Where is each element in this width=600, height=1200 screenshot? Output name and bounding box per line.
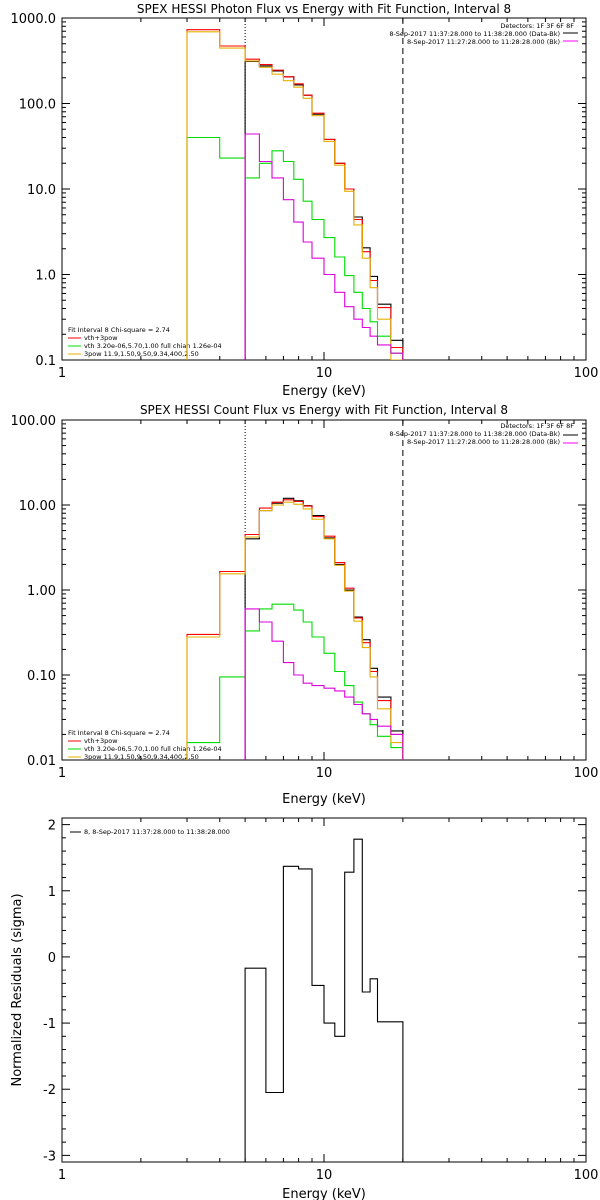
residuals-legend-label: 8, 8-Sep-2017 11:37:28.000 to 11:38:28.0… [84,828,230,836]
photon-flux-title: SPEX HESSI Photon Flux vs Energy with Fi… [137,2,511,16]
count-flux-legend-header: Detectors: 1F 3F 6F 8F [500,422,574,430]
photon-flux-legend-header: Detectors: 1F 3F 6F 8F [500,22,574,30]
y-tick-label: 0.1 [35,354,56,369]
residuals-panel: Energy (keV) Normalized Residuals (sigma… [10,817,599,1200]
photon-flux-fit-total-label: vth+3pow [84,334,118,342]
residuals-xlabel: Energy (keV) [282,1187,366,1200]
x-tick-label: 100 [574,366,599,381]
series-background [244,133,404,360]
photon-flux-xlabel: Energy (keV) [282,384,366,399]
count-flux-legend-data-label: 8-Sep-2017 11:37:28.000 to 11:38:28.000 … [389,430,560,438]
x-tick-label: 10 [316,366,333,381]
y-tick-label: 100.00 [11,414,57,429]
residuals-ylabel: Normalized Residuals (sigma) [10,893,25,1086]
y-tick-label: 10.00 [19,499,56,514]
x-tick-label: 10 [316,1168,333,1183]
y-tick-label: 1.0 [35,269,56,284]
y-tick-label: 1000.0 [11,12,57,27]
count-flux-fit-header: Fit Interval 8 Chi-square = 2.74 [68,729,170,737]
y-tick-label: 2 [48,819,56,834]
photon-flux-fit-header: Fit Interval 8 Chi-square = 2.74 [68,326,170,334]
series-total [186,499,404,760]
x-tick-label: 100 [574,1168,599,1183]
plot-frame [61,419,587,761]
series-data [244,497,404,760]
plot-frame [61,17,587,361]
y-tick-label: 10.0 [27,183,56,198]
photon-flux-fit-powerlaw-label: 3pow 11.9,1.50,9.50,9.34,400,2.50 [84,350,199,358]
series-residuals [244,838,404,1162]
y-tick-label: 100.0 [19,98,56,113]
series-total [186,29,404,360]
y-tick-label: -1 [43,1017,56,1032]
photon-flux-legend-data-label: 8-Sep-2017 11:37:28.000 to 11:38:28.000 … [389,30,560,38]
x-tick-label: 100 [574,766,599,781]
x-tick-label: 1 [58,1168,66,1183]
series-thermal [186,603,404,760]
y-tick-label: -2 [43,1083,56,1098]
count-flux-panel: SPEX HESSI Count Flux vs Energy with Fit… [11,403,599,807]
y-tick-label: 0.01 [27,754,56,769]
count-flux-fit-total-label: vth+3pow [84,737,118,745]
series-powerlaw [186,31,404,360]
x-tick-label: 10 [316,766,333,781]
x-tick-label: 1 [58,366,66,381]
count-flux-title: SPEX HESSI Count Flux vs Energy with Fit… [140,403,508,417]
x-tick-label: 1 [58,766,66,781]
y-tick-label: 0 [48,951,56,966]
series-powerlaw [186,501,404,760]
y-tick-label: -3 [43,1149,56,1164]
photon-flux-panel: SPEX HESSI Photon Flux vs Energy with Fi… [11,2,599,399]
count-flux-legend-bk-label: 8-Sep-2017 11:27:28.000 to 11:28:28.000 … [407,438,560,446]
y-tick-label: 1.00 [27,584,56,599]
y-tick-label: 0.10 [27,669,56,684]
count-flux-fit-thermal-label: vth 3.20e-06,5.70,1.00 full chian 1.26e-… [84,745,222,753]
series-thermal [186,136,404,360]
count-flux-xlabel: Energy (keV) [282,792,366,807]
photon-flux-legend-bk-label: 8-Sep-2017 11:27:28.000 to 11:28:28.000 … [407,38,560,46]
photon-flux-fit-thermal-label: vth 3.20e-06,5.70,1.00 full chian 1.26e-… [84,342,222,350]
series-background [244,608,404,760]
y-tick-label: 1 [48,885,56,900]
